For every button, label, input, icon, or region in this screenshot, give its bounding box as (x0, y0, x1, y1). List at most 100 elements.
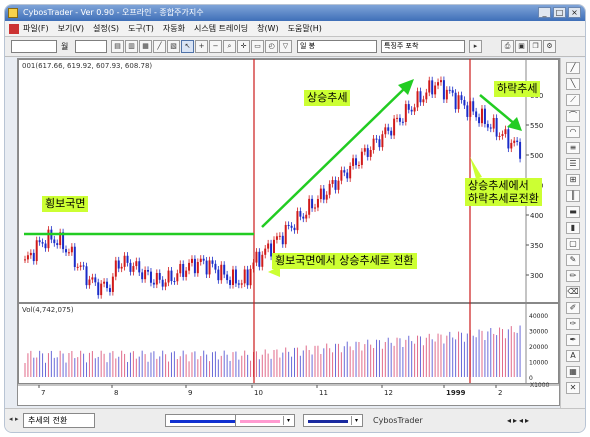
line-style-select-3[interactable]: ▾ (303, 414, 363, 427)
candle-body (114, 260, 117, 277)
cycle-tool-icon[interactable]: ║ (566, 190, 580, 202)
grid-icon[interactable]: ▧ (167, 40, 180, 53)
brush-tool-icon[interactable]: ✐ (566, 302, 580, 314)
menu-file[interactable]: 파일(F) (23, 24, 49, 33)
candle-body (29, 252, 32, 256)
ruler-icon[interactable]: ▭ (251, 40, 264, 53)
candle-body (311, 198, 314, 209)
candle-body (243, 269, 246, 284)
candle-body (501, 134, 504, 136)
line-tool-2-icon[interactable]: ╲ (566, 78, 580, 90)
period-select[interactable] (75, 40, 107, 53)
line-chart-icon[interactable]: ╱ (153, 40, 166, 53)
candle-body (357, 164, 360, 166)
candle-body (264, 248, 267, 255)
line-style-select-2[interactable]: ▾ (235, 414, 295, 427)
pencil-tool-icon[interactable]: ✏ (566, 270, 580, 282)
bar-chart-icon[interactable]: ▥ (125, 40, 138, 53)
chart-area[interactable]: 001(617.66, 619.92, 607.93, 608.78) Vol(4… (17, 58, 560, 406)
price-volume-chart[interactable]: 001(617.66, 619.92, 607.93, 608.78) Vol(4… (18, 59, 559, 405)
tab-prev-icon[interactable]: ◂ (9, 415, 13, 423)
candle-body (164, 282, 167, 287)
code-input[interactable] (11, 40, 57, 53)
menu-help[interactable]: 도움말(H) (287, 24, 322, 33)
print-icon[interactable]: ⎙ (501, 40, 514, 53)
candle-body (129, 262, 132, 272)
history-icon[interactable]: ◴ (265, 40, 278, 53)
candle-body (103, 281, 106, 284)
candle-body (463, 100, 466, 106)
candle-body (44, 243, 47, 249)
indicator-select[interactable]: 일 봉 (297, 40, 377, 53)
volume-info-label: Vol(4,742,075) (22, 306, 74, 314)
highlight-tool-icon[interactable]: ✒ (566, 334, 580, 346)
chart-type-icon[interactable]: ▤ (111, 40, 124, 53)
eraser-tool-icon[interactable]: ⌫ (566, 286, 580, 298)
line-tool-icon[interactable]: ╱ (566, 62, 580, 74)
candle-body (223, 264, 226, 275)
candle-body (355, 158, 358, 166)
magnifier-icon[interactable]: ⌕ (223, 40, 236, 53)
maximize-button[interactable]: □ (553, 7, 566, 18)
candle-body (398, 117, 401, 122)
trend-tool-icon[interactable]: ⟋ (566, 94, 580, 106)
minimize-button[interactable]: _ (538, 7, 551, 18)
text-tool-icon[interactable]: A (566, 350, 580, 362)
fan-tool-icon[interactable]: ◠ (566, 126, 580, 138)
candle-body (94, 277, 97, 283)
line-color-swatch (308, 420, 348, 423)
cursor-icon[interactable]: ↖ (181, 40, 194, 53)
gann-tool-icon[interactable]: ⊞ (566, 174, 580, 186)
scroll-arrows[interactable]: ◂▸◂▸ (507, 416, 532, 425)
candle-body (88, 279, 91, 286)
uptrend-arrow-line (261, 86, 407, 228)
close-button[interactable]: × (568, 7, 581, 18)
pen-tool-icon[interactable]: ✎ (566, 254, 580, 266)
save-icon[interactable]: ▣ (515, 40, 528, 53)
marker-tool-icon[interactable]: ✑ (566, 318, 580, 330)
menu-window[interactable]: 창(W) (257, 24, 279, 33)
candle-body (258, 251, 261, 267)
candle-body (404, 104, 407, 122)
app-menu-icon[interactable] (9, 23, 19, 34)
candle-body (70, 246, 73, 253)
vertical-tool-icon[interactable]: ▮ (566, 222, 580, 234)
tab-trend-reversal[interactable]: 추세의 전환 (23, 413, 95, 428)
expand-icon[interactable]: ▸ (469, 40, 482, 53)
tab-next-icon[interactable]: ▸ (15, 415, 19, 423)
square-tool-icon[interactable]: ▢ (566, 238, 580, 250)
candle-body (316, 199, 319, 208)
menu-tools[interactable]: 도구(T) (128, 24, 154, 33)
candle-icon[interactable]: ▦ (139, 40, 152, 53)
menu-system-trading[interactable]: 시스템 트레이딩 (194, 24, 249, 33)
horizontal-tool-icon[interactable]: ▬ (566, 206, 580, 218)
y-tick-label: 550 (530, 122, 543, 130)
close-drawing-icon[interactable]: ✕ (566, 382, 580, 394)
crosshair-icon[interactable]: ✛ (237, 40, 250, 53)
candle-body (246, 269, 249, 286)
filter-icon[interactable]: ▽ (279, 40, 292, 53)
zoom-out-icon[interactable]: − (209, 40, 222, 53)
calendar-tool-icon[interactable]: ▦ (566, 366, 580, 378)
candle-body (176, 273, 179, 282)
candle-body (422, 99, 425, 103)
candle-body (378, 139, 381, 148)
search-dropdown[interactable]: 특징주 포착 (381, 40, 465, 53)
candle-body (325, 194, 328, 200)
annotation-sideways-to-up: 횡보국면에서 상승추세로 전환 (272, 253, 417, 269)
menu-automation[interactable]: 자동화 (162, 24, 186, 33)
copy-icon[interactable]: ❐ (529, 40, 542, 53)
candle-body (475, 111, 478, 118)
x-tick-label: 1999 (446, 389, 466, 397)
candle-body (322, 188, 325, 200)
zoom-in-icon[interactable]: + (195, 40, 208, 53)
fibonacci-tool-icon[interactable]: ☰ (566, 158, 580, 170)
candle-body (85, 266, 88, 286)
candle-body (185, 270, 188, 277)
candle-body (396, 117, 399, 119)
options-icon[interactable]: ⚙ (543, 40, 556, 53)
menu-view[interactable]: 보기(V) (57, 24, 85, 33)
arc-tool-icon[interactable]: ⌒ (566, 110, 580, 122)
channel-tool-icon[interactable]: ≡ (566, 142, 580, 154)
menu-settings[interactable]: 설정(S) (93, 24, 120, 33)
